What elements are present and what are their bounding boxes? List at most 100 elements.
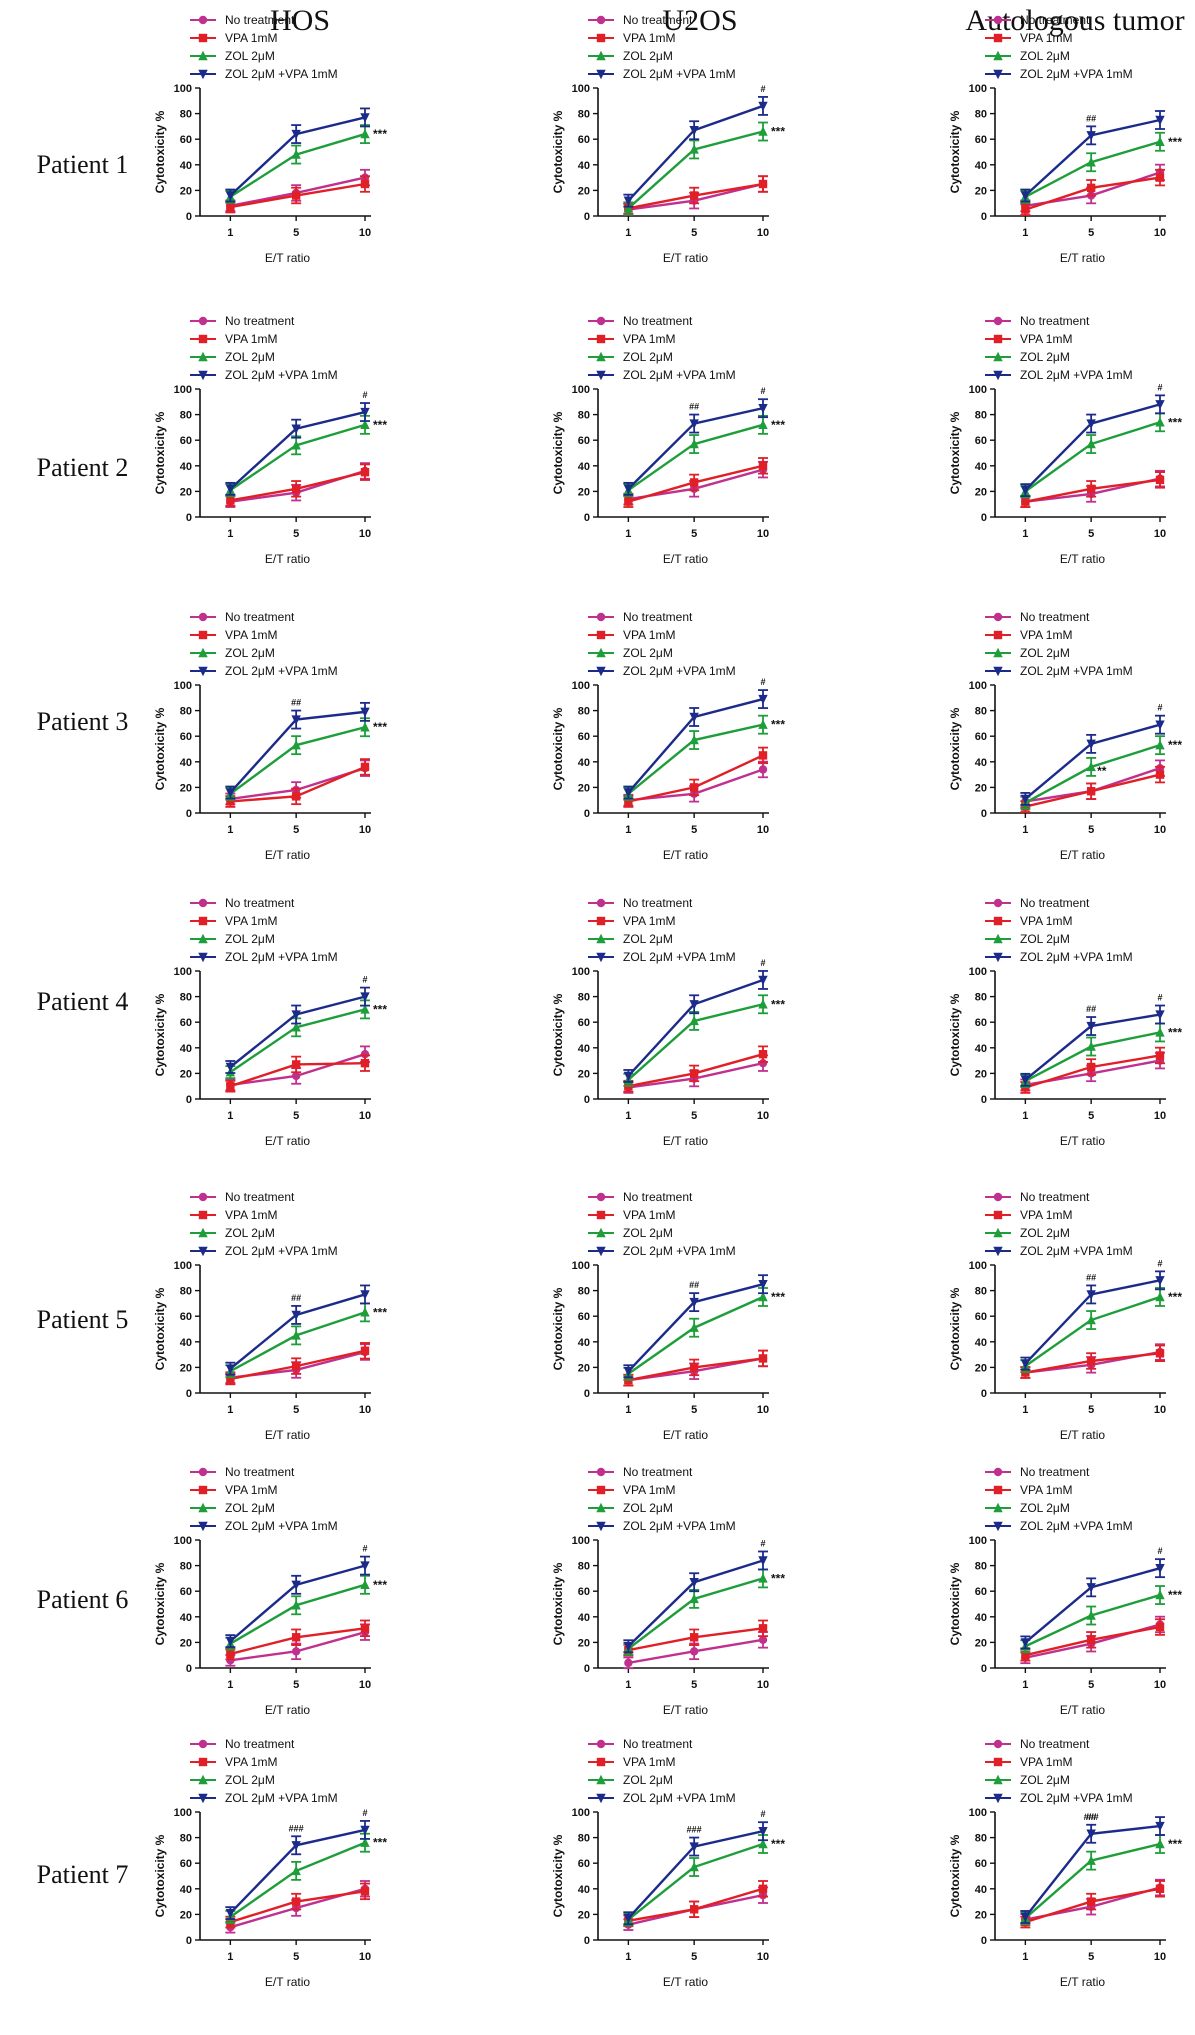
legend-marker (198, 1502, 208, 1513)
legend-marker (198, 933, 208, 944)
legend-label: VPA 1mM (225, 1483, 277, 1497)
y-tick-label: 100 (572, 83, 590, 95)
x-tick-label: 10 (1154, 528, 1166, 540)
y-tick-label: 80 (578, 992, 590, 1004)
legend-label: ZOL 2μM +VPA 1mM (225, 1244, 338, 1258)
data-point (1086, 484, 1096, 494)
legend-label: ZOL 2μM +VPA 1mM (225, 664, 338, 678)
x-tick-label: 5 (691, 1404, 697, 1416)
legend-label: VPA 1mM (1020, 31, 1072, 45)
x-tick-label: 1 (1022, 227, 1028, 239)
legend-marker (596, 1192, 606, 1202)
legend-marker (596, 612, 606, 622)
legend-label: ZOL 2μM +VPA 1mM (623, 950, 736, 964)
x-tick-label: 10 (359, 1679, 371, 1691)
data-point (225, 1908, 236, 1919)
data-point (689, 1297, 699, 1308)
x-axis-title: E/T ratio (663, 1134, 708, 1148)
legend-label: No treatment (1020, 896, 1090, 910)
x-tick-label: 5 (1088, 528, 1094, 540)
x-tick-label: 5 (691, 1110, 697, 1122)
y-tick-label: 80 (975, 706, 987, 718)
y-tick-label: 100 (969, 966, 987, 978)
data-point (689, 126, 699, 136)
data-point (291, 1865, 301, 1876)
series-line (1025, 767, 1161, 803)
data-point (1086, 787, 1096, 796)
y-tick-label: 40 (578, 1043, 590, 1055)
data-point (360, 762, 370, 772)
legend-label: No treatment (225, 13, 295, 27)
data-point (360, 1058, 370, 1068)
legend-marker (993, 898, 1003, 908)
significance-label: *** (373, 127, 387, 141)
x-axis-title: E/T ratio (1060, 1703, 1105, 1717)
data-point (291, 1060, 301, 1069)
data-point (291, 1841, 301, 1851)
y-tick-label: 40 (975, 757, 987, 769)
data-point (689, 1633, 699, 1642)
legend-label: No treatment (225, 1465, 295, 1479)
significance-label: *** (1168, 1837, 1182, 1851)
x-axis-title: E/T ratio (663, 848, 708, 862)
data-point (624, 797, 633, 806)
y-tick-label: 40 (578, 757, 590, 769)
data-point (1021, 497, 1030, 506)
y-tick-label: 0 (584, 512, 590, 524)
data-point (689, 1069, 699, 1078)
x-tick-label: 5 (691, 824, 697, 836)
y-axis-title: Cytotoxicity % (153, 707, 167, 790)
data-point (1155, 475, 1165, 485)
y-tick-label: 100 (174, 966, 192, 978)
data-point (623, 1642, 634, 1652)
significance-label: *** (373, 720, 387, 734)
y-axis-title: Cytotoxicity % (948, 707, 962, 790)
x-axis-title: E/T ratio (265, 1134, 310, 1148)
legend-label: ZOL 2μM +VPA 1mM (1020, 1791, 1133, 1805)
legend-marker (993, 1757, 1003, 1767)
significance-label: # (760, 677, 765, 687)
significance-label: *** (1168, 1290, 1182, 1304)
y-tick-label: 40 (180, 1043, 192, 1055)
data-point (758, 419, 768, 430)
legend-label: No treatment (225, 896, 295, 910)
data-point (291, 191, 301, 200)
data-point (689, 144, 699, 154)
legend-marker (596, 370, 606, 381)
legend-marker (198, 898, 208, 908)
legend-label: ZOL 2μM (225, 1773, 275, 1787)
y-tick-label: 20 (578, 1637, 590, 1649)
data-point (1086, 1635, 1096, 1645)
legend-label: ZOL 2μM +VPA 1mM (1020, 664, 1133, 678)
y-tick-label: 60 (975, 1311, 987, 1323)
y-tick-label: 0 (981, 1094, 987, 1106)
legend-marker (198, 50, 208, 61)
data-point (360, 1004, 370, 1014)
legend-label: ZOL 2μM (1020, 350, 1070, 364)
y-axis-title: Cytotoxicity % (551, 110, 565, 193)
data-point (1021, 1651, 1030, 1660)
data-point (758, 719, 768, 729)
data-point (360, 419, 370, 430)
y-tick-label: 80 (180, 1561, 192, 1573)
y-tick-label: 0 (584, 1388, 590, 1400)
data-point (1020, 485, 1031, 496)
legend-marker (198, 630, 208, 640)
x-tick-label: 5 (293, 1404, 299, 1416)
data-point (226, 1656, 235, 1665)
legend-marker (198, 1485, 208, 1495)
y-tick-label: 80 (975, 410, 987, 422)
data-point (360, 1887, 370, 1896)
data-point (226, 202, 235, 212)
series-line (229, 710, 366, 794)
legend-label: ZOL 2μM +VPA 1mM (225, 1519, 338, 1533)
y-tick-label: 40 (975, 1337, 987, 1349)
x-tick-label: 1 (625, 824, 631, 836)
legend-marker (993, 334, 1003, 344)
data-point (225, 1636, 236, 1647)
legend-label: ZOL 2μM (1020, 1773, 1070, 1787)
data-point (360, 1825, 370, 1836)
data-point (623, 1071, 634, 1082)
significance-label: *** (373, 1305, 387, 1319)
y-tick-label: 20 (180, 1637, 192, 1649)
